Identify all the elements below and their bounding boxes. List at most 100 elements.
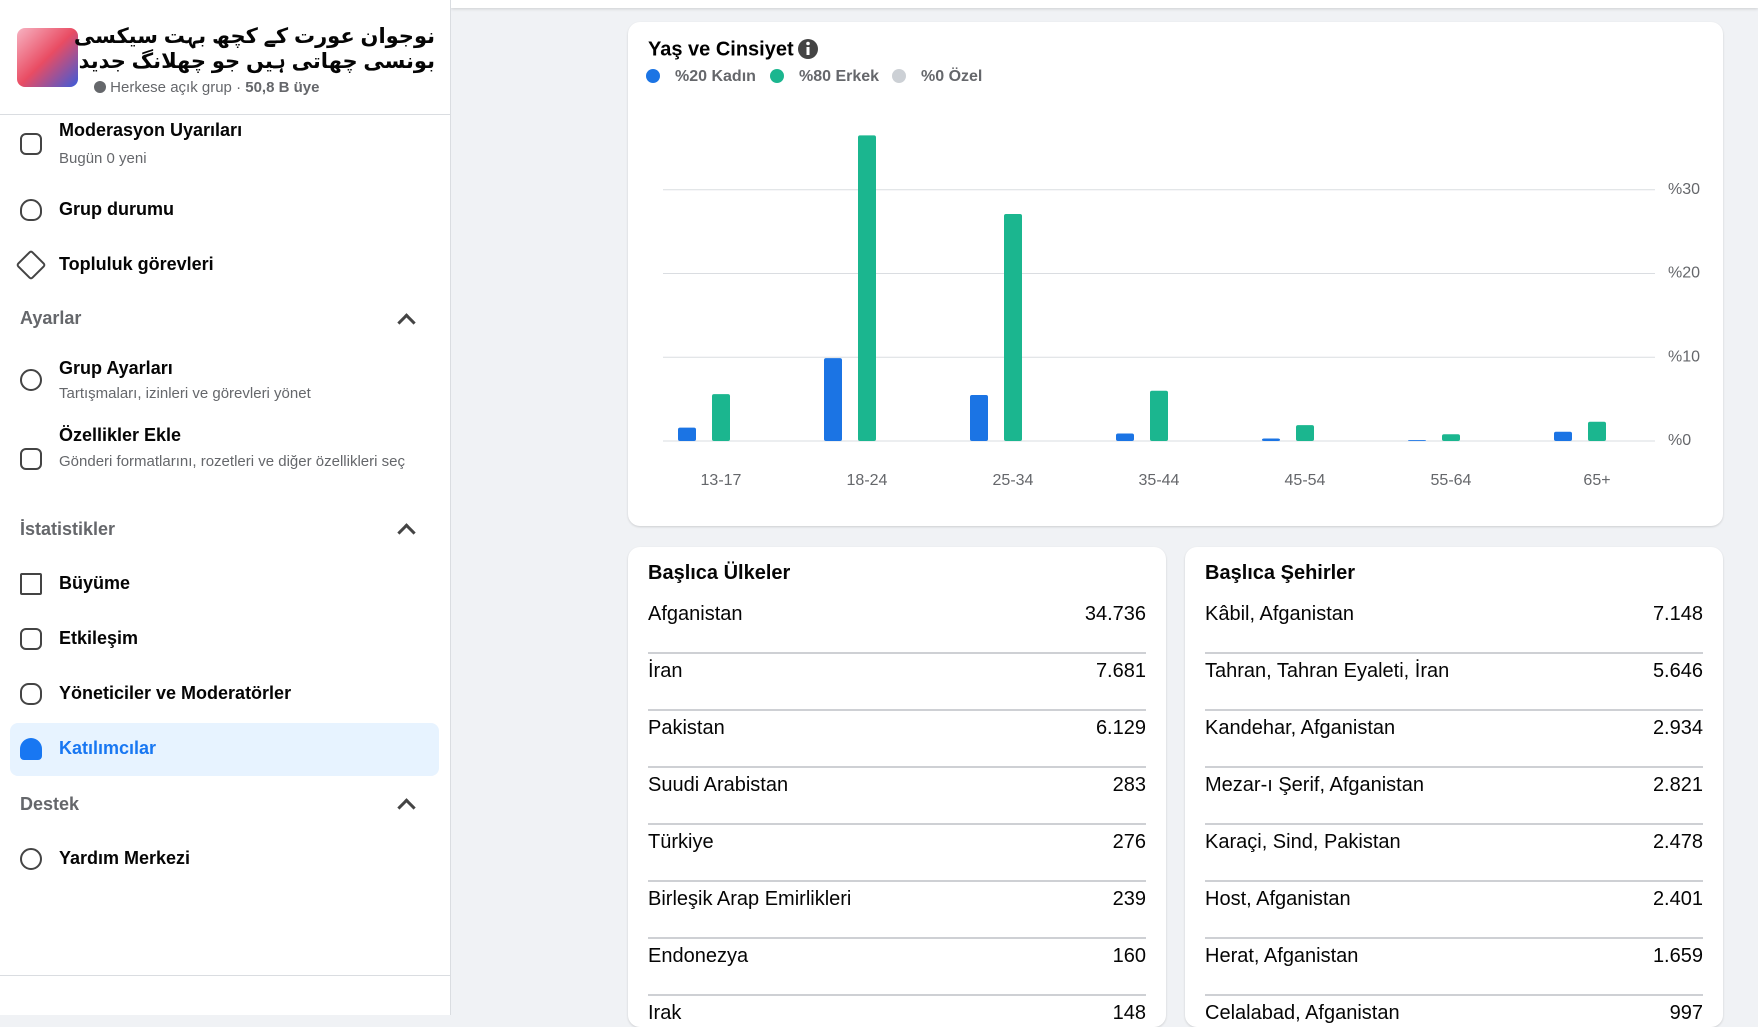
- chevron[interactable]: [397, 523, 416, 542]
- menu-item[interactable]: Moderasyon Uyarıları: [59, 120, 243, 140]
- icon: [20, 369, 42, 391]
- x-tick-label: 45-54: [1285, 472, 1326, 489]
- bar: [1408, 440, 1426, 441]
- table-row[interactable]: Kâbil, Afganistan 7.148: [1205, 595, 1703, 654]
- menu-item[interactable]: Topluluk görevleri: [59, 254, 214, 274]
- row-value: 283: [1112, 774, 1146, 796]
- table-row[interactable]: Afganistan 34.736: [648, 595, 1146, 654]
- bar: [1442, 434, 1460, 441]
- chart-title: Yaş ve Cinsiyet: [648, 38, 794, 60]
- menu-item[interactable]: Büyüme: [59, 573, 131, 593]
- icon: [20, 573, 42, 595]
- y-tick-label: %30: [1668, 181, 1700, 198]
- row-value: 7.681: [1095, 660, 1146, 682]
- table-row[interactable]: Birleşik Arap Emirlikleri 239: [648, 880, 1146, 939]
- row-value: 34.736: [1084, 603, 1146, 625]
- row-name: Karaçi, Sind, Pakistan: [1205, 831, 1401, 853]
- section-header: Ayarlar: [20, 308, 82, 328]
- active-highlight: [10, 723, 439, 776]
- table-row[interactable]: Host, Afganistan 2.401: [1205, 880, 1703, 939]
- menu-item[interactable]: Etkileşim: [59, 628, 139, 648]
- group-name-line: بونسی چھاتی ہیں جو چھلانگ جدید: [78, 50, 435, 73]
- row-value: 2.478: [1652, 831, 1703, 853]
- bar: [678, 427, 696, 441]
- bar: [1150, 390, 1168, 441]
- row-name: Suudi Arabistan: [648, 774, 789, 796]
- row-value: 997: [1669, 1002, 1703, 1024]
- bar: [1554, 431, 1572, 441]
- row-name: Host, Afganistan: [1205, 888, 1351, 910]
- row-name: Kâbil, Afganistan: [1205, 603, 1354, 625]
- chart: Yaş ve Cinsiyet %0 %10 %20 %30 %20 Kadın %80 …: [646, 38, 1700, 489]
- bar: [1588, 421, 1606, 441]
- info-icon[interactable]: [798, 39, 818, 59]
- icon: [20, 628, 42, 650]
- chevron[interactable]: [397, 798, 416, 817]
- group-name[interactable]: نوجوان عورت کے کچھ بہت سیکسی بونسی چھاتی…: [74, 24, 435, 74]
- table-row[interactable]: İran 7.681: [648, 652, 1146, 711]
- menu-item[interactable]: Özellikler Ekle: [59, 425, 182, 445]
- row-value: 2.934: [1652, 717, 1703, 739]
- legend-label: %80 Erkek: [799, 68, 879, 85]
- row-value: 2.821: [1652, 774, 1703, 796]
- row-name: İran: [648, 660, 683, 682]
- top-bar: [451, 0, 1758, 8]
- row-name: Celalabad, Afganistan: [1205, 1002, 1400, 1024]
- row-value: 7.148: [1652, 603, 1703, 625]
- icon: [20, 133, 42, 155]
- chevron[interactable]: [397, 313, 416, 332]
- table-row[interactable]: Karaçi, Sind, Pakistan 2.478: [1205, 823, 1703, 882]
- bar: [1262, 438, 1280, 441]
- x-tick-label: 13-17: [701, 472, 742, 489]
- row-value: 2.401: [1652, 888, 1703, 910]
- row-name: Türkiye: [648, 831, 714, 853]
- table-row[interactable]: Türkiye 276: [648, 823, 1146, 882]
- row-name: Mezar-ı Şerif, Afganistan: [1205, 774, 1424, 796]
- divider: [0, 975, 450, 976]
- bar: [824, 358, 842, 441]
- table-row[interactable]: Kandehar, Afganistan 2.934: [1205, 709, 1703, 768]
- row-value: 148: [1112, 1002, 1146, 1024]
- row-name: Endonezya: [648, 945, 749, 967]
- row-name: Tahran, Tahran Eyaleti, İran: [1205, 660, 1450, 682]
- globe-icon: [94, 81, 106, 93]
- row-name: Afganistan: [648, 603, 743, 625]
- menu-item[interactable]: Grup durumu: [59, 199, 174, 219]
- table-title: Başlıca Şehirler: [1205, 562, 1356, 584]
- bar: [1116, 433, 1134, 441]
- menu-item[interactable]: Yardım Merkezi: [59, 848, 191, 868]
- row-value: 239: [1112, 888, 1146, 910]
- table-row[interactable]: Herat, Afganistan 1.659: [1205, 937, 1703, 996]
- bar: [858, 135, 876, 441]
- legend-dot: [892, 69, 906, 83]
- table-row[interactable]: Tahran, Tahran Eyaleti, İran 5.646: [1205, 652, 1703, 711]
- table-title: Başlıca Ülkeler: [648, 562, 791, 584]
- menu-item[interactable]: Yöneticiler ve Moderatörler: [59, 683, 292, 703]
- table-row[interactable]: Mezar-ı Şerif, Afganistan 2.821: [1205, 766, 1703, 825]
- menu-sub: Bugün 0 yeni: [59, 150, 147, 167]
- table-row[interactable]: Pakistan 6.129: [648, 709, 1146, 768]
- icon: [20, 683, 42, 705]
- menu-item[interactable]: Katılımcılar: [59, 738, 157, 758]
- x-tick-label: 25-34: [993, 472, 1034, 489]
- icon: [15, 249, 47, 281]
- members[interactable]: 50,8 B üye: [245, 79, 320, 96]
- x-tick-label: 18-24: [847, 472, 888, 489]
- row-value: 160: [1112, 945, 1146, 967]
- icon: [20, 738, 42, 760]
- group-avatar[interactable]: [17, 28, 78, 87]
- group-name-line: نوجوان عورت کے کچھ بہت سیکسی: [73, 25, 435, 48]
- menu-item[interactable]: Grup Ayarları: [59, 358, 173, 378]
- y-tick-label: %0: [1668, 432, 1691, 449]
- table-row[interactable]: Suudi Arabistan 283: [648, 766, 1146, 825]
- menu-sub: Tartışmaları, izinleri ve görevleri yöne…: [59, 385, 311, 402]
- row-name: Birleşik Arap Emirlikleri: [648, 888, 852, 910]
- countries-card: Başlıca Ülkeler Afganistan 34.736 İran 7.681…: [628, 547, 1166, 1027]
- menu-sub: Gönderi formatlarını, rozetleri ve diğer…: [59, 453, 405, 470]
- privacy: Herkese açık grup: [110, 79, 232, 96]
- table-row[interactable]: Irak 148: [648, 994, 1146, 1027]
- table-row[interactable]: Celalabad, Afganistan 997: [1205, 994, 1703, 1027]
- x-tick-label: 65+: [1583, 472, 1610, 489]
- table-row[interactable]: Endonezya 160: [648, 937, 1146, 996]
